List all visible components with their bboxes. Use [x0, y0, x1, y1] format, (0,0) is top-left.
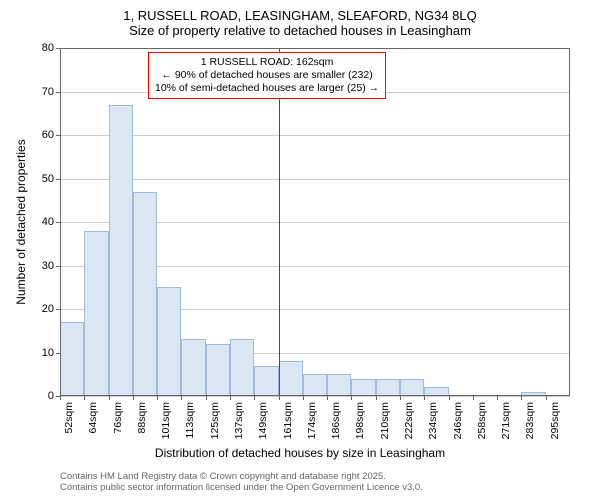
bar — [327, 374, 351, 396]
bar — [109, 105, 133, 396]
bar — [254, 366, 278, 396]
x-tick-mark — [84, 396, 85, 400]
x-tick-mark — [133, 396, 134, 400]
plot-area: 1 RUSSELL ROAD: 162sqm ← 90% of detached… — [60, 48, 570, 396]
y-tick-label: 60 — [30, 129, 54, 141]
chart-title-primary: 1, RUSSELL ROAD, LEASINGHAM, SLEAFORD, N… — [0, 0, 600, 23]
y-tick-label: 0 — [30, 390, 54, 402]
y-axis-title: Number of detached properties — [14, 139, 28, 304]
x-tick-label: 52sqm — [63, 402, 75, 434]
x-tick-mark — [473, 396, 474, 400]
x-tick-label: 64sqm — [87, 402, 99, 434]
x-tick-label: 76sqm — [112, 402, 124, 434]
x-tick-label: 234sqm — [427, 402, 439, 439]
x-tick-label: 174sqm — [306, 402, 318, 439]
x-tick-mark — [376, 396, 377, 400]
y-tick-label: 80 — [30, 42, 54, 54]
y-tick-label: 20 — [30, 303, 54, 315]
grid-line — [60, 179, 570, 180]
x-tick-mark — [60, 396, 61, 400]
axis-bottom — [60, 395, 570, 396]
x-tick-mark — [521, 396, 522, 400]
y-tick-label: 70 — [30, 86, 54, 98]
axis-top — [60, 48, 570, 49]
annotation-box: 1 RUSSELL ROAD: 162sqm ← 90% of detached… — [148, 52, 386, 99]
axis-right — [569, 48, 570, 396]
bar — [376, 379, 400, 396]
x-tick-mark — [449, 396, 450, 400]
y-tick-label: 30 — [30, 260, 54, 272]
x-tick-mark — [109, 396, 110, 400]
annotation-line-2: ← 90% of detached houses are smaller (23… — [155, 69, 379, 82]
reference-line — [279, 48, 281, 396]
x-tick-label: 101sqm — [160, 402, 172, 439]
chart-container: 1, RUSSELL ROAD, LEASINGHAM, SLEAFORD, N… — [0, 0, 600, 500]
y-tick-label: 40 — [30, 216, 54, 228]
x-tick-label: 149sqm — [257, 402, 269, 439]
footer-line-2: Contains public sector information licen… — [60, 483, 423, 494]
x-tick-label: 210sqm — [379, 402, 391, 439]
axis-left — [60, 48, 61, 396]
x-tick-label: 113sqm — [184, 402, 196, 439]
x-tick-label: 125sqm — [209, 402, 221, 439]
x-tick-mark — [497, 396, 498, 400]
x-tick-label: 283sqm — [524, 402, 536, 439]
bar — [279, 361, 303, 396]
bar — [84, 231, 108, 396]
bar — [303, 374, 327, 396]
grid-line — [60, 396, 570, 397]
x-tick-mark — [181, 396, 182, 400]
x-tick-label: 258sqm — [476, 402, 488, 439]
x-tick-mark — [400, 396, 401, 400]
x-tick-label: 198sqm — [354, 402, 366, 439]
bar — [351, 379, 375, 396]
bar — [230, 339, 254, 396]
bar — [60, 322, 84, 396]
x-tick-label: 161sqm — [282, 402, 294, 439]
x-tick-mark — [424, 396, 425, 400]
bar — [206, 344, 230, 396]
x-tick-label: 246sqm — [452, 402, 464, 439]
y-tick-label: 50 — [30, 173, 54, 185]
x-tick-mark — [351, 396, 352, 400]
x-tick-mark — [254, 396, 255, 400]
x-tick-label: 88sqm — [136, 402, 148, 434]
x-tick-mark — [230, 396, 231, 400]
x-tick-label: 295sqm — [549, 402, 561, 439]
x-tick-mark — [303, 396, 304, 400]
annotation-line-3: 10% of semi-detached houses are larger (… — [155, 82, 379, 95]
bar — [400, 379, 424, 396]
x-tick-mark — [279, 396, 280, 400]
annotation-line-1: 1 RUSSELL ROAD: 162sqm — [155, 56, 379, 69]
x-tick-label: 137sqm — [233, 402, 245, 439]
x-tick-mark — [546, 396, 547, 400]
y-tick-label: 10 — [30, 347, 54, 359]
x-tick-mark — [327, 396, 328, 400]
x-tick-mark — [157, 396, 158, 400]
bar — [133, 192, 157, 396]
x-axis-title: Distribution of detached houses by size … — [0, 446, 600, 460]
x-tick-mark — [206, 396, 207, 400]
x-tick-label: 222sqm — [403, 402, 415, 439]
bar — [157, 287, 181, 396]
grid-line — [60, 135, 570, 136]
chart-title-secondary: Size of property relative to detached ho… — [0, 23, 600, 38]
x-tick-label: 186sqm — [330, 402, 342, 439]
x-tick-label: 271sqm — [500, 402, 512, 439]
bar — [181, 339, 205, 396]
footer-note: Contains HM Land Registry data © Crown c… — [60, 472, 423, 494]
